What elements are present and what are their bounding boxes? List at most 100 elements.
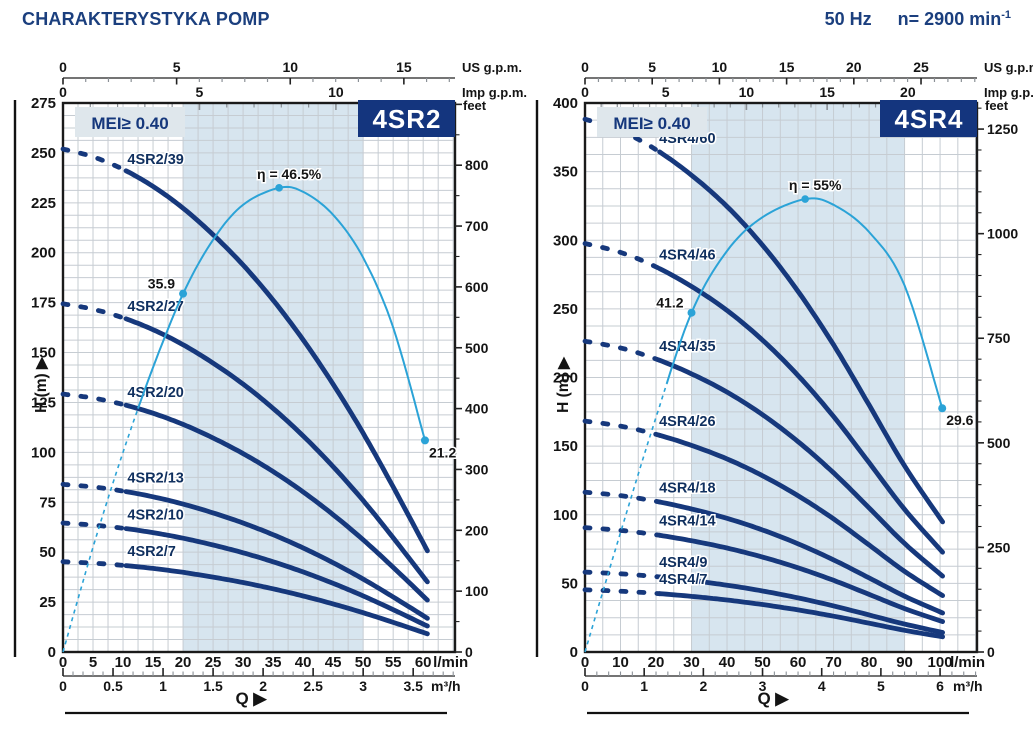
- feet-tick-label: 300: [465, 461, 489, 477]
- pump-curve-label: 4SR2/27: [127, 299, 183, 315]
- lmin-tick-label: 10: [115, 654, 132, 671]
- m3h-tick-label: 2: [259, 678, 267, 694]
- imp-gpm-tick-label: 20: [900, 84, 916, 100]
- head-tick-label: 0: [570, 644, 578, 661]
- flow-axis-title: Q ▶: [757, 689, 789, 708]
- pump-curve-dashed: [582, 587, 662, 597]
- lmin-tick-label: 60: [415, 654, 432, 671]
- pump-curve-4SR2/13: 4SR2/13: [60, 469, 430, 621]
- efficiency-range-point: [938, 404, 947, 413]
- pump-curve-solid: [657, 591, 945, 640]
- lmin-tick-label: 0: [59, 654, 67, 671]
- lmin-tick-label: 20: [648, 654, 665, 671]
- lmin-tick-label: 15: [145, 654, 162, 671]
- lmin-tick-label: 40: [719, 654, 736, 671]
- pump-curve-4SR4/26: 4SR4/26: [582, 412, 945, 598]
- model-label: 4SR4: [894, 104, 963, 134]
- efficiency-range-point: [687, 308, 696, 317]
- page-title: CHARAKTERYSTYKA POMP: [22, 9, 270, 29]
- feet-tick-label: 500: [465, 340, 489, 356]
- pump-curve-solid: [123, 563, 430, 637]
- pump-curve-4SR2/27: 4SR2/27: [60, 298, 430, 585]
- head-tick-label: 350: [553, 164, 578, 181]
- pump-curve-label: 4SR4/14: [659, 514, 715, 530]
- feet-tick-label: 700: [465, 218, 489, 234]
- imp-gpm-tick-label: 10: [739, 84, 755, 100]
- m3h-tick-label: 1: [159, 678, 167, 694]
- mei-badge: MEI≥ 0.40: [75, 107, 185, 137]
- lmin-tick-label: 25: [205, 654, 222, 671]
- m3h-tick-label: 0.5: [103, 678, 123, 694]
- pump-curve-label: 4SR4/18: [659, 480, 715, 496]
- efficiency-range-label: 21.2: [429, 444, 456, 460]
- head-tick-label: 150: [31, 345, 56, 362]
- pump-curve-solid: [123, 168, 430, 554]
- m3h-tick-label: 5: [877, 678, 885, 694]
- head-tick-label: 0: [48, 644, 56, 661]
- m3h-tick-label: 2.5: [303, 678, 323, 694]
- m3h-tick-label: 1.5: [203, 678, 223, 694]
- model-label: 4SR2: [372, 104, 441, 134]
- head-tick-label: 300: [553, 232, 578, 249]
- pump-curve-dashed: [582, 241, 662, 271]
- head-tick-label: 150: [553, 438, 578, 455]
- head-tick-label: 275: [31, 95, 56, 112]
- feet-tick-label: 400: [465, 401, 489, 417]
- pump-curve-solid: [123, 402, 430, 603]
- pump-curve-solid: [657, 266, 945, 555]
- pump-curve-4SR4/35: 4SR4/35: [582, 337, 945, 579]
- flow-axis-title: Q ▶: [235, 689, 267, 708]
- m3h-tick-label: 2: [699, 678, 707, 694]
- imp-gpm-unit: Imp g.p.m.: [462, 85, 527, 100]
- pump-performance-charts: 0 5 10 15 US g.p.m.0 5 10 Imp g.p.m.02550751001…: [13, 59, 1033, 715]
- lmin-tick-label: 100: [928, 654, 953, 671]
- m3h-tick-label: 6: [936, 678, 944, 694]
- feet-unit: feet: [463, 98, 487, 113]
- head-tick-label: 250: [553, 301, 578, 318]
- feet-tick-label: 800: [465, 157, 489, 173]
- pump-curve-solid: [123, 489, 430, 621]
- pump-curve-label: 4SR4/7: [659, 572, 707, 588]
- pump-curve-dashed: [60, 146, 129, 174]
- efficiency-curve: η = 46.5% 35.9 21.2: [62, 164, 458, 653]
- m3h-tick-label: 3: [359, 678, 367, 694]
- lmin-tick-label: 5: [89, 654, 97, 671]
- imp-gpm-tick-label: 0: [581, 84, 589, 100]
- efficiency-range-label: 29.6: [946, 412, 973, 428]
- pump-curve-dashed: [60, 520, 129, 531]
- pump-curve-label: 4SR2/20: [127, 385, 183, 401]
- pump-curve-dashed: [60, 301, 129, 322]
- lmin-tick-label: 10: [612, 654, 629, 671]
- lmin-tick-label: 45: [325, 654, 342, 671]
- feet-axis: 0 250 500 750 1000 1250 feet: [977, 98, 1018, 660]
- efficiency-peak-point: [275, 184, 283, 192]
- us-gpm-tick-label: 15: [396, 59, 412, 75]
- head-tick-label: 125: [31, 394, 56, 411]
- pump-curve-dashed: [582, 418, 662, 438]
- lmin-unit: l/min: [950, 654, 985, 671]
- pump-curve-label: 4SR4/9: [659, 555, 707, 571]
- imp-gpm-tick-label: 5: [662, 84, 670, 100]
- head-tick-label: 50: [561, 575, 578, 592]
- pump-curve-label: 4SR2/13: [127, 471, 183, 487]
- head-tick-label: 50: [39, 544, 56, 561]
- imp-gpm-tick-label: 0: [59, 84, 67, 100]
- lmin-tick-label: 0: [581, 654, 589, 671]
- pump-curve-4SR4/14: 4SR4/14: [582, 512, 945, 624]
- pump-curve-label: 4SR4/26: [659, 414, 715, 430]
- imp-gpm-tick-label: 5: [196, 84, 204, 100]
- efficiency-range-label: 35.9: [148, 276, 175, 292]
- flow-axis-lmin: 0 5 10 15 20 25 30 35 40 45 50 55 60 l/min: [59, 654, 468, 671]
- pump-curve-label: 4SR4/46: [659, 247, 715, 263]
- lmin-tick-label: 40: [295, 654, 312, 671]
- lmin-tick-label: 55: [385, 654, 402, 671]
- pump-curve-4SR4/18: 4SR4/18: [582, 479, 945, 616]
- pump-curve-solid: [123, 316, 430, 585]
- pump-curve-dashed: [582, 569, 662, 580]
- m3h-tick-label: 0: [59, 678, 67, 694]
- pump-curve-solid: [123, 526, 430, 629]
- efficiency-curve: η = 55% 41.2 29.6: [584, 176, 975, 653]
- lmin-tick-label: 50: [754, 654, 771, 671]
- us-gpm-tick-label: 20: [846, 59, 862, 75]
- grid: [585, 103, 977, 652]
